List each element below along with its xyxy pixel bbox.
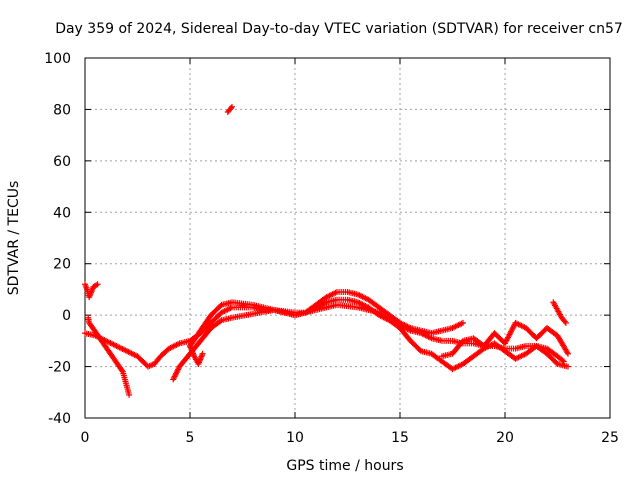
series-group (85, 315, 132, 398)
data-points (82, 104, 571, 398)
ticks: 0 5 10 15 20 25 -40 -20 0 20 40 60 80 100 (44, 51, 619, 446)
plot-frame (85, 58, 610, 418)
y-tick-label: 20 (53, 257, 71, 273)
series-group (550, 299, 569, 326)
x-tick-label: 10 (286, 430, 304, 446)
y-tick-label: -20 (48, 360, 71, 376)
y-tick-label: 100 (44, 51, 71, 67)
x-tick-label: 25 (601, 430, 619, 446)
y-tick-label: 80 (53, 102, 71, 118)
y-axis-label: SDTVAR / TECUs (6, 181, 22, 296)
y-tick-label: 0 (62, 308, 71, 324)
y-tick-label: -40 (48, 411, 71, 427)
y-tick-label: 60 (53, 154, 71, 170)
x-tick-label: 15 (391, 430, 409, 446)
x-tick-label: 5 (186, 430, 195, 446)
chart-title: Day 359 of 2024, Sidereal Day-to-day VTE… (55, 21, 623, 37)
series-group (170, 302, 571, 383)
x-tick-label: 20 (496, 430, 514, 446)
chart: Day 359 of 2024, Sidereal Day-to-day VTE… (0, 0, 640, 480)
x-axis-label: GPS time / hours (286, 458, 403, 474)
y-tick-label: 40 (53, 205, 71, 221)
gridlines (85, 58, 610, 418)
x-tick-label: 0 (81, 430, 90, 446)
